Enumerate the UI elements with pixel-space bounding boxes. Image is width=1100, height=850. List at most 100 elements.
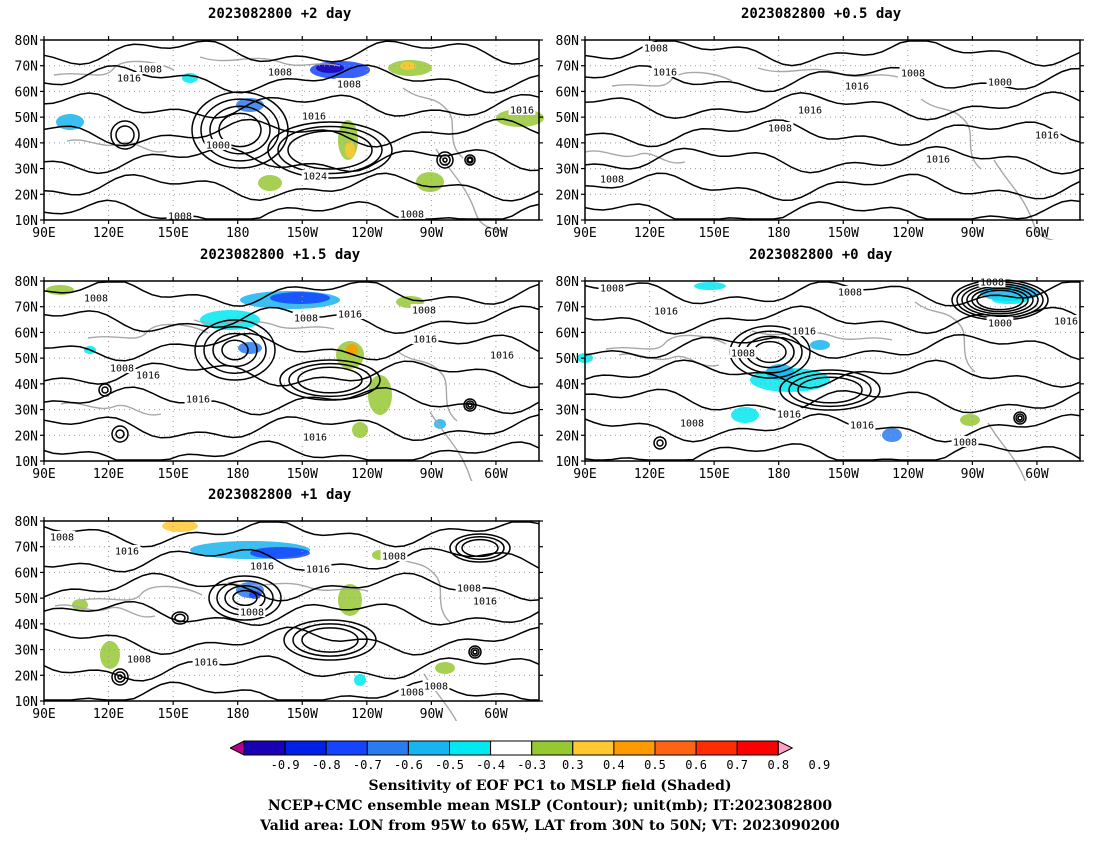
- contour-label: 1016: [136, 371, 160, 382]
- lat-tick-label: 30N: [556, 163, 579, 178]
- lat-tick-label: 80N: [15, 34, 38, 49]
- map-panel-plus2day: 2023082800 +2 day 1008 1016 1000 1016 1024 10…: [0, 0, 545, 240]
- contour-label: 1016: [490, 351, 514, 362]
- colorbar-swatch: [654, 740, 697, 756]
- contour-label: 1008: [240, 608, 264, 619]
- colorbar-swatch: [613, 740, 656, 756]
- shaded-region: [182, 73, 198, 83]
- contour-label: 1008: [400, 210, 424, 221]
- isobar-contour: [584, 40, 1081, 67]
- isobar-contour: [209, 105, 271, 155]
- lon-tick-label: 180: [767, 467, 790, 481]
- contour-label: 1016: [653, 68, 677, 79]
- lon-tick-label: 90W: [961, 467, 985, 481]
- contour-label: 1016: [926, 155, 950, 166]
- isobar-contour: [584, 91, 1081, 121]
- isobar-contour: [203, 326, 267, 374]
- isobar-contour: [584, 199, 1081, 220]
- map-frame: [584, 280, 1081, 462]
- map-panel-plus1.5day: 2023082800 +1.5 day 1008 1008 1016 1016 1016…: [0, 241, 545, 481]
- lon-tick-label: 90W: [420, 226, 444, 240]
- isobar-contour: [115, 125, 135, 145]
- contour-label: 1016: [473, 597, 497, 608]
- lon-tick-label: 60W: [484, 467, 508, 481]
- isobar-contour: [287, 130, 373, 170]
- lat-tick-label: 50N: [556, 352, 579, 367]
- colorbar-swatch: [449, 740, 492, 756]
- shaded-region: [352, 422, 368, 438]
- lat-tick-label: 60N: [15, 566, 38, 581]
- contour-label: 1016: [306, 565, 330, 576]
- map-frame: [584, 39, 1081, 221]
- contour-label: 1016: [792, 327, 816, 338]
- isobar-contour: [115, 429, 125, 439]
- coastline: [584, 150, 686, 164]
- colorbar-tick-label: 0.3: [562, 758, 584, 772]
- lon-tick-label: 150E: [157, 707, 188, 721]
- isobar-contour: [788, 372, 872, 408]
- isobar-contour: [111, 425, 129, 443]
- shaded-region: [400, 62, 416, 70]
- lon-tick-label: 90E: [32, 467, 55, 481]
- contour-label: 1008: [600, 284, 624, 295]
- lon-tick-label: 120W: [351, 226, 382, 240]
- isobar-contour: [43, 414, 540, 441]
- isobar-contour: [468, 645, 482, 659]
- coastline: [81, 585, 203, 601]
- contour-layer: [43, 40, 540, 220]
- contour-label: 1016: [250, 562, 274, 573]
- shaded-region: [250, 547, 310, 559]
- shaded-region: [238, 342, 262, 354]
- lat-tick-label: 80N: [15, 275, 38, 290]
- coastline: [227, 581, 369, 592]
- colorbar-tick-label: 0.8: [767, 758, 789, 772]
- contour-label: 1008: [457, 584, 481, 595]
- lat-tick-label: 70N: [556, 60, 579, 75]
- colorbar-swatch: [531, 740, 574, 756]
- colorbar-tick-label: -0.5: [435, 758, 464, 772]
- lat-tick-label: 40N: [15, 618, 38, 633]
- colorbar-tick-label: -0.6: [394, 758, 423, 772]
- contour-label: 1008: [680, 419, 704, 430]
- isobar-contour: [472, 649, 478, 655]
- contour-label: 1008: [168, 212, 192, 223]
- lat-tick-label: 10N: [556, 214, 579, 229]
- isobar-contour: [43, 655, 540, 682]
- lat-tick-label: 40N: [15, 378, 38, 393]
- contour-label: 1008: [731, 349, 755, 360]
- coastline: [611, 71, 733, 87]
- lat-tick-label: 40N: [15, 137, 38, 152]
- shaded-region: [354, 674, 366, 686]
- isobar-contour: [1013, 411, 1027, 425]
- lon-tick-label: 150W: [828, 467, 859, 481]
- colorbar: -0.9 -0.8 -0.7 -0.6 -0.5 -0.4 -0.3 0.3 0.4 0.5 0.6…: [230, 740, 830, 772]
- isobar-contour: [439, 154, 451, 166]
- coastline: [390, 552, 452, 624]
- isobar-contour: [584, 334, 1081, 361]
- isobar-contour: [297, 366, 363, 394]
- lon-tick-label: 150W: [287, 467, 318, 481]
- isobar-contour: [110, 120, 140, 150]
- coastline: [987, 422, 1027, 481]
- coastline: [920, 98, 982, 170]
- colorbar-swatch: [695, 740, 738, 756]
- coastline: [751, 330, 893, 341]
- isobar-contour: [584, 443, 1081, 461]
- isobar-contour: [465, 400, 475, 410]
- contour-label: 1008: [644, 44, 668, 55]
- isobar-contour: [301, 627, 359, 653]
- lon-tick-label: 90E: [573, 467, 596, 481]
- lat-tick-label: 20N: [556, 429, 579, 444]
- contour-label: 1000: [206, 141, 230, 152]
- lat-tick-label: 20N: [556, 188, 579, 203]
- contour-label: 1008: [838, 288, 862, 299]
- isobar-contour: [43, 40, 540, 66]
- shaded-region: [368, 375, 392, 415]
- isobar-contour: [171, 611, 189, 625]
- colorbar-tick-label: -0.8: [312, 758, 341, 772]
- shaded-region: [731, 407, 759, 423]
- isobar-contour: [584, 172, 1081, 202]
- contour-label: 1008: [768, 124, 792, 135]
- map-plot: 1008 1016 1008 1016 1008 1016 1016 1000 1016 1008…: [556, 275, 1084, 481]
- shaded-region: [162, 520, 198, 532]
